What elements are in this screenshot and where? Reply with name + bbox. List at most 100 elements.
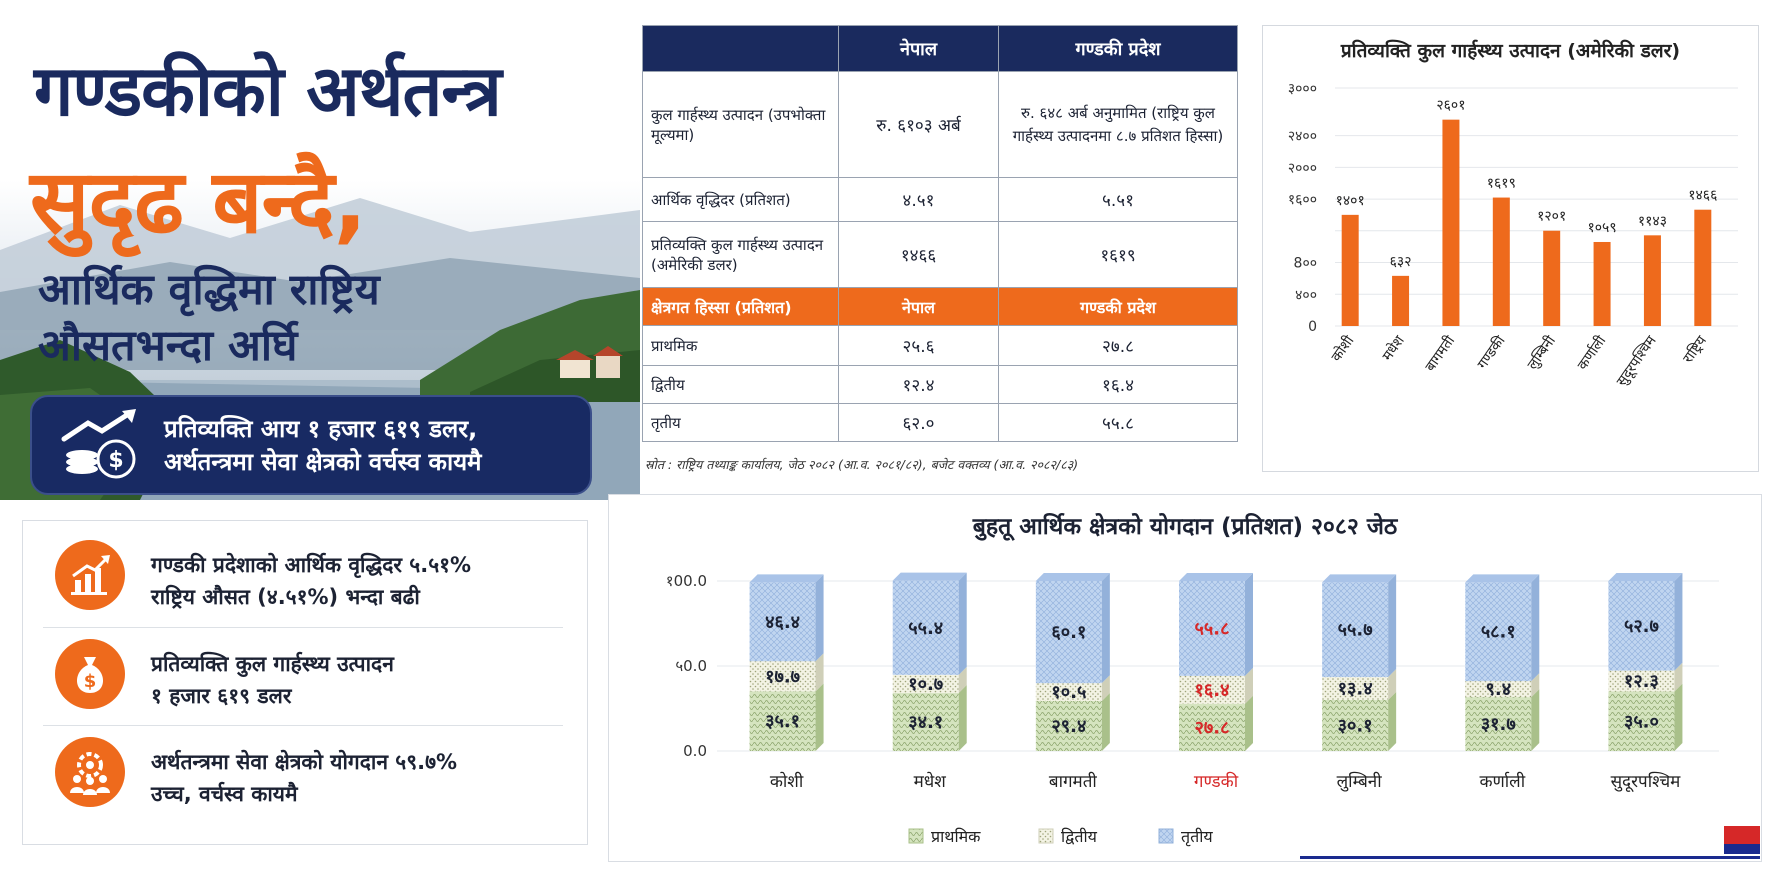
per-capita-bar bbox=[1492, 197, 1510, 326]
stack-segment bbox=[1608, 581, 1675, 671]
segment-value-label: १०.५ bbox=[1051, 682, 1086, 703]
table-header-row: नेपाल गण्डकी प्रदेश bbox=[642, 25, 1238, 72]
segment-value-label: १२.३ bbox=[1624, 671, 1659, 692]
row-nepal-value: २५.६ bbox=[838, 325, 999, 366]
stack-segment bbox=[1465, 681, 1532, 698]
stack-segment bbox=[1322, 582, 1389, 678]
row-nepal-value: १२.४ bbox=[838, 365, 999, 404]
row-nepal-value: १४६६ bbox=[838, 221, 999, 288]
row-label: द्वितीय bbox=[642, 365, 839, 404]
segment-value-label: ५५.७ bbox=[1338, 620, 1373, 641]
segment-value-label: ४६.४ bbox=[765, 612, 800, 633]
key-point-line1: प्रतिव्यक्ति कुल गार्हस्थ्य उत्पादन bbox=[151, 652, 394, 676]
bar-value-label: १२०१ bbox=[1537, 209, 1566, 225]
hero-title: गण्डकीको अर्थतन्त्र bbox=[34, 50, 502, 132]
row-gandaki-value: १६१९ bbox=[998, 221, 1238, 288]
segment-value-label: १७.७ bbox=[765, 666, 800, 687]
segment-value-label: ५८.१ bbox=[1481, 622, 1516, 643]
legend-label: तृतीय bbox=[1181, 827, 1213, 847]
stack-segment-side bbox=[1674, 683, 1683, 751]
table-row: आर्थिक वृद्धिदर (प्रतिशत) ४.५१ ५.५१ bbox=[642, 177, 1238, 222]
bar-value-label: २६०१ bbox=[1436, 98, 1465, 114]
segment-value-label: ६०.१ bbox=[1051, 622, 1086, 643]
key-point-text: प्रतिव्यक्ति कुल गार्हस्थ्य उत्पादन १ हज… bbox=[151, 648, 394, 712]
row-label: कुल गार्हस्थ्य उत्पादन (उपभोक्ता मूल्यमा… bbox=[642, 71, 839, 178]
growth-chart-icon bbox=[55, 540, 125, 610]
sector-contribution-panel: बुहतू आर्थिक क्षेत्रको योगदान (प्रतिशत) … bbox=[608, 494, 1762, 862]
segment-value-label: २९.४ bbox=[1051, 716, 1086, 737]
segment-value-label: ३५.० bbox=[1624, 711, 1659, 732]
key-point-item: $ प्रतिव्यक्ति कुल गार्हस्थ्य उत्पादन १ … bbox=[43, 627, 563, 719]
stack-segment bbox=[1179, 675, 1245, 704]
stack-segment bbox=[892, 693, 959, 751]
table-header-gandaki: गण्डकी प्रदेश bbox=[998, 25, 1238, 72]
stack-segment bbox=[1322, 677, 1389, 700]
bar-value-label: १४०१ bbox=[1336, 193, 1365, 209]
segment-value-label: ९.४ bbox=[1486, 679, 1512, 700]
sector-stacked-bar-chart: 0.0 ५0.0 १00.0 ३५.१ १७.७ ४६.४ कोशी ३४.१ १०.७ ५५.४… bbox=[666, 572, 1719, 847]
key-points-panel: गण्डकी प्रदेशाको आर्थिक वृद्धिदर ५.५१% र… bbox=[22, 520, 588, 845]
table-row: कुल गार्हस्थ्य उत्पादन (उपभोक्ता मूल्यमा… bbox=[642, 71, 1238, 178]
x-category-label: गण्डकी bbox=[1474, 332, 1509, 372]
pill-line1: प्रतिव्यक्ति आय १ हजार ६१९ डलर, bbox=[164, 415, 478, 443]
row-gandaki-value: २७.८ bbox=[998, 325, 1238, 366]
x-category-label: बागमती bbox=[1422, 332, 1459, 374]
segment-value-label: ५२.७ bbox=[1624, 616, 1659, 637]
stack-segment-side bbox=[1101, 675, 1110, 702]
x-category-label: कोशी bbox=[1328, 332, 1358, 365]
stack-segment bbox=[1179, 703, 1245, 751]
stack-segment bbox=[1035, 701, 1102, 751]
segment-value-label: १६.४ bbox=[1195, 680, 1230, 701]
hero-subtitle: सुदृढ बन्दै, bbox=[30, 150, 367, 253]
key-point-text: गण्डकी प्रदेशाको आर्थिक वृद्धिदर ५.५१% र… bbox=[151, 549, 471, 613]
key-point-line1: अर्थतन्त्रमा सेवा क्षेत्रको योगदान ५९.७% bbox=[151, 750, 458, 774]
stack-segment-side bbox=[1531, 689, 1540, 751]
row-gandaki-value: ५५.८ bbox=[998, 403, 1238, 442]
legend-swatch bbox=[908, 828, 924, 844]
table-row: प्राथमिक २५.६ २७.८ bbox=[642, 325, 1238, 366]
service-sector-icon bbox=[55, 737, 125, 807]
stack-top-face bbox=[749, 574, 824, 583]
legend-label: द्वितीय bbox=[1061, 827, 1098, 846]
stack-segment-side bbox=[1388, 669, 1397, 700]
stack-segment bbox=[1465, 582, 1532, 682]
sector-share-label: क्षेत्रगत हिस्सा (प्रतिशत) bbox=[642, 287, 839, 326]
y-tick-label: ३००० bbox=[1288, 81, 1317, 97]
y-tick-label: 8०० bbox=[1294, 256, 1317, 272]
stack-segment bbox=[1608, 670, 1675, 692]
stack-segment bbox=[1035, 581, 1102, 684]
hero-tagline-line1: आर्थिक वृद्धिमा राष्ट्रिय bbox=[38, 265, 380, 315]
pill-line2: अर्थतन्त्रमा सेवा क्षेत्रको वर्चस्व कायम… bbox=[164, 448, 482, 476]
stack-segment bbox=[749, 582, 816, 662]
stack-top-face bbox=[892, 572, 967, 581]
row-label: प्राथमिक bbox=[642, 325, 839, 366]
per-capita-bar bbox=[1694, 209, 1712, 326]
x-category-label: कर्णाली bbox=[1574, 332, 1610, 373]
bar-value-label: ६३२ bbox=[1390, 254, 1412, 270]
stack-segment bbox=[1322, 699, 1389, 751]
source-note: स्रोत : राष्ट्रिय तथ्याङ्क कार्यालय, जेठ… bbox=[645, 457, 1079, 472]
svg-text:$: $ bbox=[108, 448, 123, 473]
stack-segment-side bbox=[958, 685, 967, 751]
y-tick-label: २००० bbox=[1288, 160, 1317, 176]
stack-segment-side bbox=[1245, 695, 1253, 751]
stack-segment bbox=[1035, 683, 1102, 702]
segment-value-label: ३४.१ bbox=[908, 712, 943, 733]
key-point-text: अर्थतन्त्रमा सेवा क्षेत्रको योगदान ५९.७%… bbox=[151, 746, 457, 810]
per-capita-bar bbox=[1643, 235, 1661, 326]
money-bag-icon: $ bbox=[55, 639, 125, 709]
stack-segment-side bbox=[1531, 673, 1540, 698]
row-label: प्रतिव्यक्ति कुल गार्हस्थ्य उत्पादन (अमे… bbox=[642, 221, 839, 288]
legend-swatch bbox=[1038, 828, 1054, 844]
pill-text: प्रतिव्यक्ति आय १ हजार ६१९ डलर, अर्थतन्त… bbox=[164, 413, 481, 479]
table-row: द्वितीय १२.४ १६.४ bbox=[642, 365, 1238, 404]
row-label: आर्थिक वृद्धिदर (प्रतिशत) bbox=[642, 177, 839, 222]
stack-segment bbox=[749, 691, 816, 751]
hero-tagline-line2: औसतभन्दा अर्घि bbox=[38, 321, 298, 371]
stack-segment-side bbox=[1245, 667, 1253, 704]
row-gandaki-value: ५.५१ bbox=[998, 177, 1238, 222]
per-capita-chart-panel: प्रतिव्यक्ति कुल गार्हस्थ्य उत्पादन (अमे… bbox=[1262, 25, 1759, 472]
per-capita-bar bbox=[1593, 241, 1611, 326]
segment-value-label: ३१.७ bbox=[1481, 714, 1516, 735]
stack-segment bbox=[749, 661, 816, 692]
